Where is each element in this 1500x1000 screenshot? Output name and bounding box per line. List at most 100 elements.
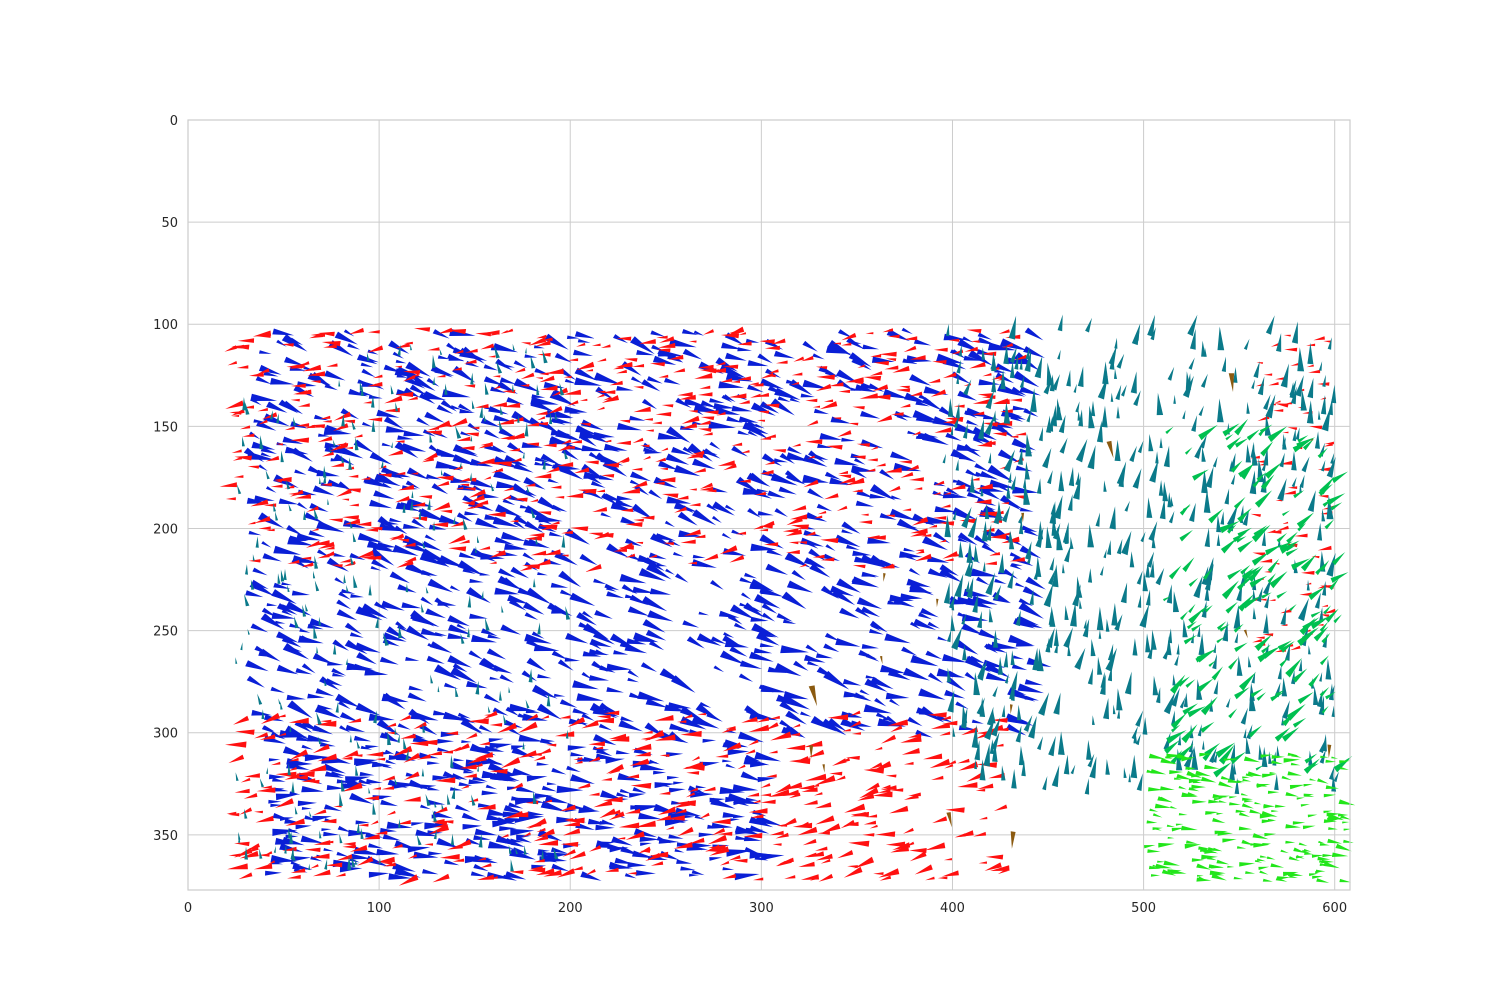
arrow <box>1015 641 1034 647</box>
arrow <box>1208 508 1224 524</box>
arrow <box>1025 576 1046 590</box>
arrow <box>492 707 509 716</box>
arrow <box>1315 871 1323 874</box>
arrow <box>618 822 640 829</box>
arrow <box>517 414 520 423</box>
arrow <box>1300 554 1317 572</box>
arrow <box>650 330 665 337</box>
arrow <box>593 432 615 438</box>
arrow <box>760 520 775 528</box>
arrow <box>513 520 526 530</box>
arrow <box>349 845 368 852</box>
arrow <box>1156 392 1164 416</box>
arrow <box>809 563 831 578</box>
arrow <box>756 488 769 493</box>
arrow <box>944 558 954 561</box>
arrow <box>770 398 795 416</box>
arrow <box>792 822 813 829</box>
arrow <box>1212 872 1225 876</box>
arrow <box>1249 575 1268 588</box>
arrow <box>634 751 651 757</box>
arrow <box>669 338 697 348</box>
arrow <box>900 403 911 408</box>
arrow <box>1233 876 1244 880</box>
arrow <box>1260 441 1274 457</box>
arrow <box>497 817 517 825</box>
arrow <box>798 784 815 790</box>
arrow <box>274 480 282 483</box>
arrow <box>673 781 684 785</box>
arrow <box>749 651 774 662</box>
arrow <box>1070 536 1074 549</box>
arrow <box>668 834 684 839</box>
arrow <box>1321 632 1331 644</box>
arrow <box>453 758 465 762</box>
arrow <box>448 624 471 635</box>
arrow <box>565 729 569 739</box>
arrow <box>286 761 310 770</box>
arrow <box>324 858 328 870</box>
arrow <box>516 836 532 843</box>
arrow <box>309 618 335 629</box>
arrow <box>1204 764 1220 769</box>
arrow <box>1277 640 1292 651</box>
arrow <box>761 469 779 478</box>
arrow <box>950 614 956 632</box>
arrow <box>1198 633 1205 656</box>
arrow <box>405 748 409 761</box>
arrow <box>297 800 317 807</box>
arrow <box>851 578 864 584</box>
arrow <box>249 372 264 377</box>
arrow <box>1004 673 1009 684</box>
arrow <box>371 761 392 768</box>
arrow <box>288 503 292 512</box>
arrow <box>524 483 536 487</box>
arrow <box>657 349 684 357</box>
arrow <box>354 642 381 653</box>
arrow <box>655 412 672 417</box>
arrow <box>852 406 865 410</box>
arrow <box>599 702 617 715</box>
arrow <box>692 458 716 470</box>
arrow <box>459 409 475 414</box>
arrow <box>1214 830 1228 835</box>
arrow <box>981 543 997 554</box>
arrow <box>1155 567 1165 586</box>
arrow <box>1290 762 1301 766</box>
arrow <box>1079 599 1082 609</box>
arrow <box>369 548 395 566</box>
arrow <box>624 808 641 814</box>
arrow <box>1124 671 1132 695</box>
arrow <box>1088 405 1095 429</box>
arrow <box>1062 563 1065 574</box>
arrow <box>573 757 583 760</box>
arrow <box>1285 792 1299 797</box>
arrow <box>1295 856 1305 859</box>
arrow <box>1297 435 1309 443</box>
arrow <box>1316 878 1330 883</box>
arrow <box>934 427 952 433</box>
arrow <box>739 660 763 669</box>
arrow <box>697 364 714 370</box>
arrow <box>722 867 735 871</box>
arrow <box>937 636 949 642</box>
arrow <box>1327 337 1332 350</box>
arrow <box>1319 655 1329 666</box>
arrow <box>437 355 451 360</box>
arrow <box>1300 389 1307 411</box>
arrow <box>970 340 980 343</box>
arrow <box>513 463 534 473</box>
arrow <box>1149 808 1159 812</box>
arrow <box>1253 361 1260 378</box>
arrow <box>470 871 487 877</box>
arrow <box>368 843 383 849</box>
arrow <box>689 454 704 459</box>
arrow <box>636 349 655 356</box>
arrow <box>513 497 528 502</box>
arrow <box>427 578 454 593</box>
arrow <box>540 800 567 812</box>
arrow <box>462 824 482 830</box>
arrow <box>675 573 689 583</box>
arrow <box>546 782 557 786</box>
arrow <box>796 541 808 545</box>
